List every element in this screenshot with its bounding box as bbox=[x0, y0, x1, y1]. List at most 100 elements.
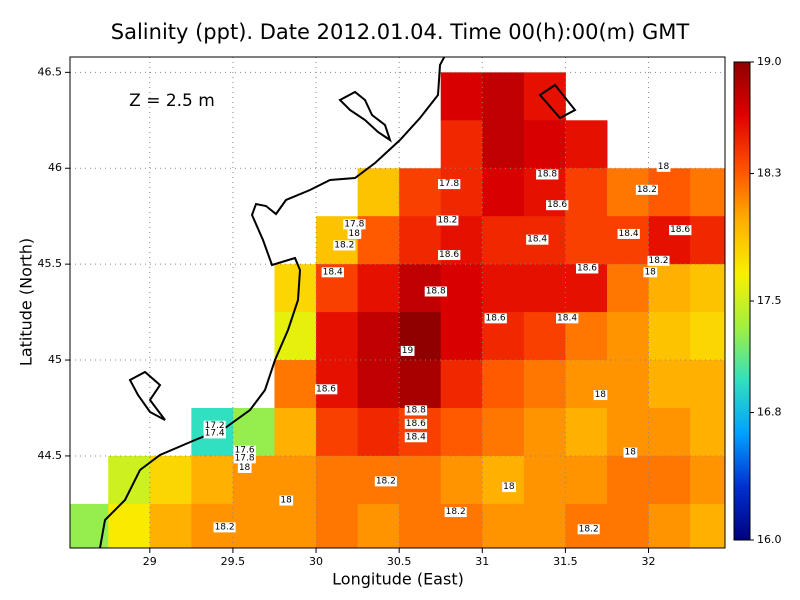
salinity-cell bbox=[399, 216, 442, 265]
salinity-cell bbox=[523, 455, 566, 505]
colorbar-tick-label: 16.0 bbox=[757, 533, 782, 546]
contour-label: 18.2 bbox=[579, 524, 599, 534]
colorbar-tick-label: 19.0 bbox=[757, 55, 782, 68]
colorbar-tick-label: 17.5 bbox=[757, 294, 782, 307]
contour-label: 18.4 bbox=[406, 432, 426, 442]
x-tick-label: 29 bbox=[143, 555, 157, 568]
salinity-cell bbox=[357, 264, 400, 313]
contour-label-box bbox=[279, 495, 294, 506]
salinity-cell bbox=[482, 168, 525, 217]
salinity-cell bbox=[274, 503, 317, 548]
salinity-cell bbox=[606, 503, 650, 548]
salinity-cell bbox=[399, 360, 442, 409]
contour-label: 18.6 bbox=[316, 384, 336, 394]
grid bbox=[70, 57, 725, 548]
salinity-cell bbox=[606, 216, 650, 265]
contour-label-box bbox=[556, 313, 579, 324]
contour-label: 18.4 bbox=[619, 229, 639, 239]
y-axis-label: Latitude (North) bbox=[17, 238, 36, 366]
contour-label: 18.6 bbox=[439, 250, 459, 260]
colorbar-tick-label: 18.3 bbox=[757, 167, 782, 180]
salinity-cell bbox=[274, 312, 317, 361]
salinity-cell bbox=[690, 216, 725, 265]
salinity-cell bbox=[565, 407, 608, 457]
salinity-cell bbox=[523, 264, 566, 313]
contour-label-box bbox=[647, 255, 670, 266]
x-tick-label: 30 bbox=[309, 555, 323, 568]
salinity-cell bbox=[523, 503, 566, 548]
salinity-cell bbox=[690, 168, 725, 217]
salinity-cell bbox=[440, 312, 483, 361]
salinity-cell bbox=[399, 455, 442, 505]
salinity-field bbox=[70, 72, 725, 548]
salinity-cell bbox=[606, 264, 650, 313]
salinity-cell bbox=[440, 120, 483, 169]
contour-label: 18 bbox=[644, 267, 656, 277]
salinity-cell bbox=[316, 407, 359, 457]
salinity-cell bbox=[648, 503, 691, 548]
contour-label-box bbox=[623, 447, 638, 458]
salinity-cell bbox=[316, 455, 359, 505]
contour-label: 17.4 bbox=[205, 428, 225, 438]
salinity-cell bbox=[648, 312, 691, 361]
contour-label: 18 bbox=[280, 496, 292, 506]
contour-label-box bbox=[314, 384, 338, 395]
contour-label-box bbox=[321, 267, 344, 278]
salinity-cell bbox=[357, 312, 400, 361]
contour-label: 18.4 bbox=[527, 235, 547, 245]
salinity-cell bbox=[482, 264, 525, 313]
salinity-cell bbox=[399, 407, 442, 457]
chart-title: Salinity (ppt). Date 2012.01.04. Time 00… bbox=[111, 20, 690, 44]
contour-label: 18.6 bbox=[547, 200, 567, 210]
salinity-cell bbox=[316, 360, 359, 409]
contour-label: 18.8 bbox=[406, 405, 426, 415]
coast-inlet bbox=[338, 90, 392, 143]
salinity-cell bbox=[523, 360, 566, 409]
contour-label-box bbox=[400, 345, 415, 356]
contour-label: 18 bbox=[658, 162, 670, 172]
contour-label-box bbox=[343, 219, 366, 230]
contour-label: 18.6 bbox=[486, 313, 506, 323]
salinity-cell bbox=[606, 312, 650, 361]
salinity-cell bbox=[482, 407, 525, 457]
contour-label: 18.4 bbox=[557, 313, 577, 323]
contour-label-box bbox=[575, 263, 599, 274]
salinity-cell bbox=[70, 503, 109, 548]
salinity-cell bbox=[440, 264, 483, 313]
contour-label-box bbox=[404, 418, 428, 429]
contour-label: 18.2 bbox=[637, 185, 657, 195]
x-tick-label: 31.5 bbox=[553, 555, 578, 568]
contour-label: 18.6 bbox=[577, 263, 597, 273]
contour-label-box bbox=[484, 313, 507, 324]
contour-label-box bbox=[438, 250, 461, 261]
colorbar-scale bbox=[733, 61, 751, 541]
salinity-cell bbox=[316, 312, 359, 361]
contour-label: 18.2 bbox=[437, 216, 457, 226]
salinity-cell bbox=[440, 72, 483, 121]
salinity-cell bbox=[232, 503, 275, 548]
contour-label: 17.8 bbox=[344, 219, 364, 229]
contour-label-box bbox=[233, 453, 256, 464]
coast bbox=[99, 57, 446, 548]
contour-label: 18.8 bbox=[426, 286, 446, 296]
annotation: Z = 2.5 m bbox=[129, 91, 215, 111]
salinity-cell bbox=[648, 407, 691, 457]
contour-label: 18 bbox=[239, 463, 251, 473]
salinity-cell bbox=[149, 455, 192, 505]
contour-label: 18.4 bbox=[323, 267, 343, 277]
contour-label-box bbox=[237, 462, 252, 473]
salinity-cell bbox=[648, 455, 691, 505]
salinity-cell bbox=[606, 360, 650, 409]
colorbar: 16.0 16.8 17.5 18.3 19.0 bbox=[733, 55, 782, 546]
contour-label-box bbox=[213, 522, 236, 533]
contour-label: 18 bbox=[503, 482, 515, 492]
contour-label-box bbox=[333, 240, 356, 251]
y-tick-label: 44.5 bbox=[38, 449, 63, 462]
salinity-cell bbox=[690, 312, 725, 361]
contour-label-box bbox=[404, 405, 428, 416]
salinity-cell bbox=[565, 455, 608, 505]
x-axis-label: Longitude (East) bbox=[332, 570, 464, 589]
contour-label-box bbox=[438, 179, 461, 190]
contour-label-box bbox=[347, 228, 362, 239]
